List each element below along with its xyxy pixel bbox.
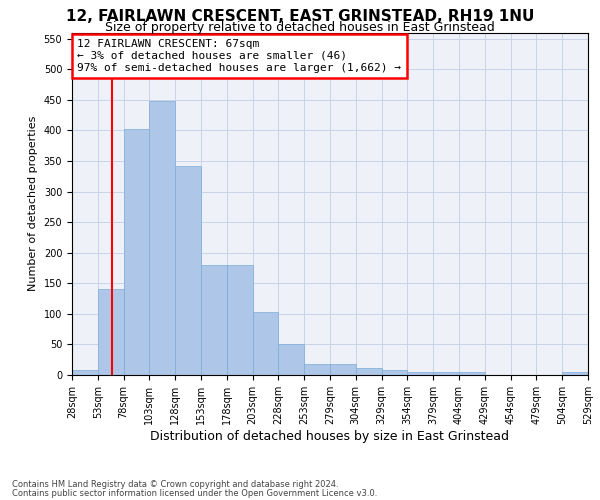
Text: 12 FAIRLAWN CRESCENT: 67sqm
← 3% of detached houses are smaller (46)
97% of semi: 12 FAIRLAWN CRESCENT: 67sqm ← 3% of deta… [77,40,401,72]
Bar [304,364,330,375]
Bar [149,101,175,375]
X-axis label: Distribution of detached houses by size in East Grinstead: Distribution of detached houses by size … [151,430,509,442]
Bar [98,290,124,375]
Bar [330,364,356,375]
Bar [459,372,485,375]
Bar [124,129,149,375]
Text: 12, FAIRLAWN CRESCENT, EAST GRINSTEAD, RH19 1NU: 12, FAIRLAWN CRESCENT, EAST GRINSTEAD, R… [66,9,534,24]
Bar [278,344,304,375]
Text: Contains HM Land Registry data © Crown copyright and database right 2024.: Contains HM Land Registry data © Crown c… [12,480,338,489]
Bar [433,372,459,375]
Y-axis label: Number of detached properties: Number of detached properties [28,116,38,292]
Bar [253,312,278,375]
Text: Size of property relative to detached houses in East Grinstead: Size of property relative to detached ho… [105,21,495,34]
Bar [201,265,227,375]
Bar [382,370,407,375]
Bar [407,372,433,375]
Bar [356,368,382,375]
Bar [175,166,201,375]
Bar [562,372,588,375]
Text: Contains public sector information licensed under the Open Government Licence v3: Contains public sector information licen… [12,488,377,498]
Bar [72,370,98,375]
Bar [227,265,253,375]
